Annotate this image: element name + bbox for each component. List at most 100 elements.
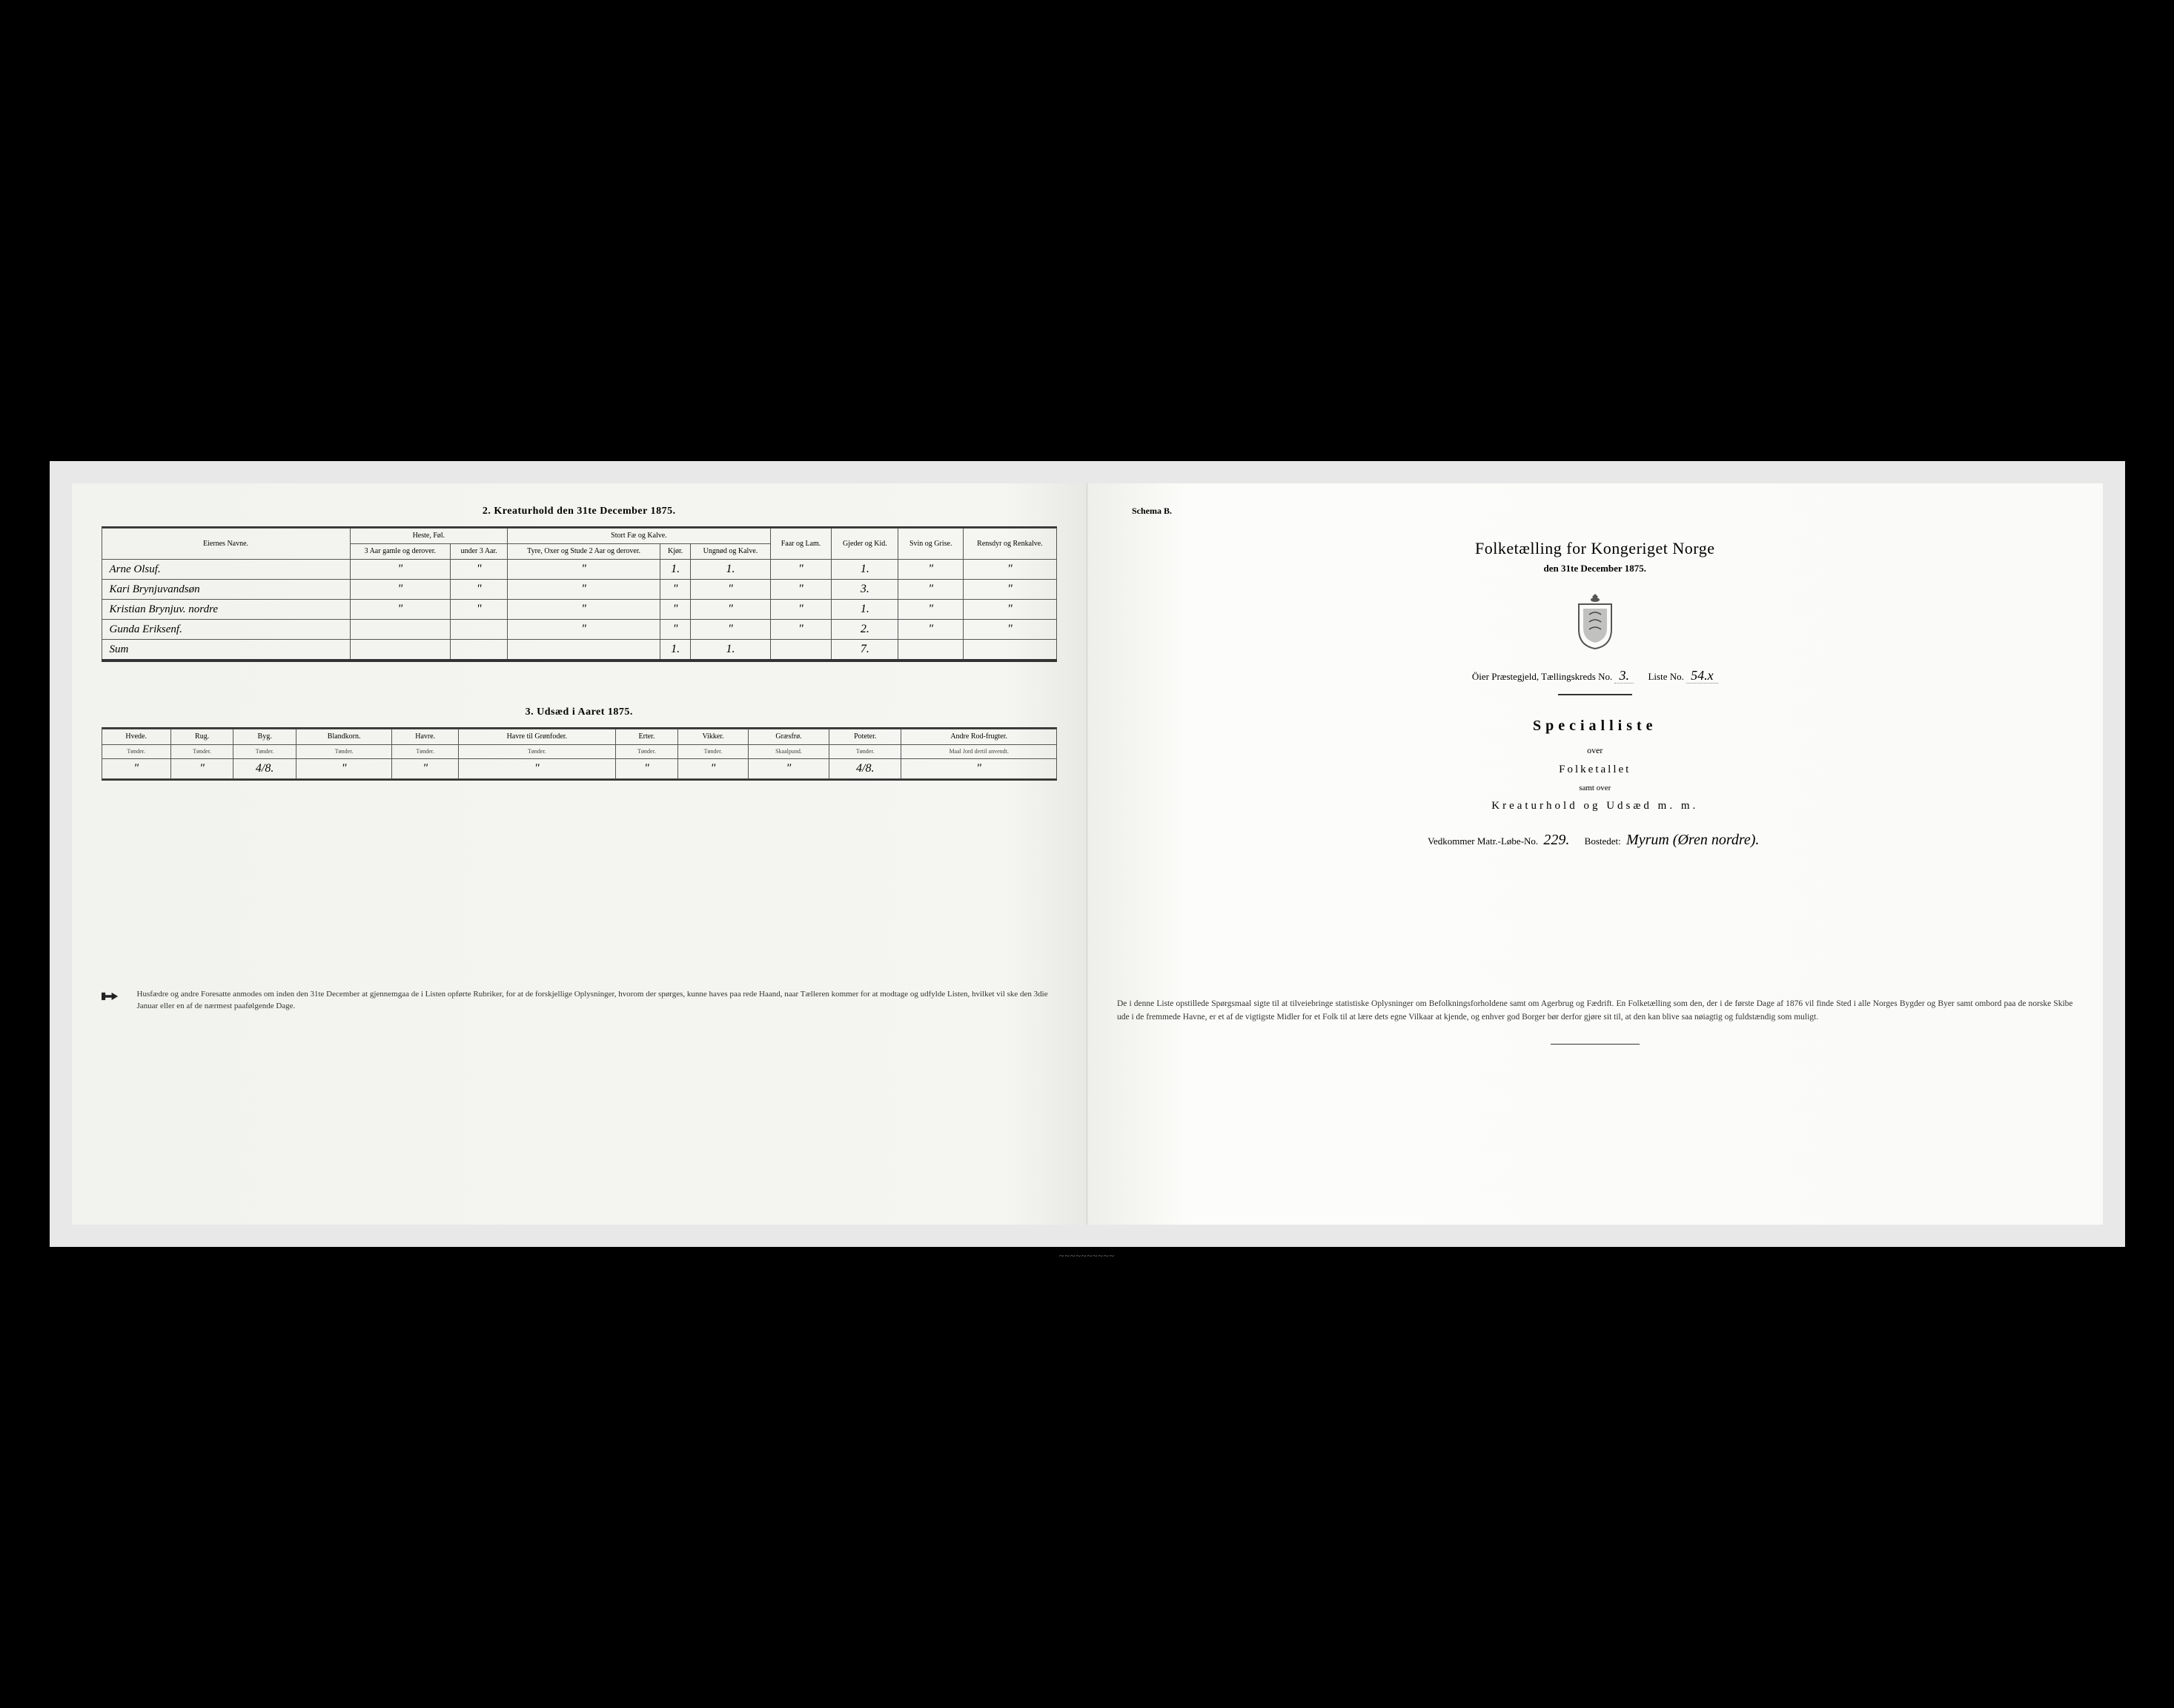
- census-title: Folketælling for Kongeriget Norge: [1117, 539, 2073, 558]
- cell: ": [458, 758, 615, 778]
- explanatory-paragraph: De i denne Liste opstillede Spørgsmaal s…: [1117, 997, 2073, 1025]
- pointing-hand-icon: [102, 990, 127, 1013]
- col-header: Byg.: [233, 729, 296, 745]
- cell: ": [770, 620, 832, 640]
- cell: ": [691, 580, 770, 600]
- table-row: Kari Brynjuvandsøn""""""3."": [102, 580, 1057, 600]
- cell: ": [963, 580, 1056, 600]
- col-subheader: Tønder.: [102, 745, 170, 759]
- col-svin: Svin og Grise.: [898, 529, 963, 560]
- kreatur-label: Kreaturhold og Udsæd m. m.: [1117, 800, 2073, 812]
- cell: 1.: [660, 640, 690, 661]
- cell: ": [508, 560, 660, 580]
- col-subheader: Tønder.: [829, 745, 901, 759]
- cell: ": [898, 620, 963, 640]
- col-header: Havre.: [392, 729, 459, 745]
- col-subheader: Skaalpund.: [748, 745, 829, 759]
- cell: ": [691, 600, 770, 620]
- cell: ": [691, 620, 770, 640]
- cell: ": [660, 580, 690, 600]
- table-row: Sum 1.1. 7.: [102, 640, 1057, 661]
- cell: 1.: [832, 600, 898, 620]
- cell: ": [451, 580, 508, 600]
- cell: 1.: [660, 560, 690, 580]
- col-subheader: Tønder.: [615, 745, 678, 759]
- matr-label: Vedkommer Matr.-Løbe-No.: [1428, 835, 1538, 847]
- col-subheader: Tønder.: [296, 745, 392, 759]
- divider: [1558, 694, 1632, 695]
- col-gjed: Gjeder og Kid.: [832, 529, 898, 560]
- col-header: Andre Rod-frugter.: [901, 729, 1057, 745]
- scan-frame: 2. Kreaturhold den 31te December 1875. E…: [50, 461, 2125, 1247]
- cell: ": [660, 600, 690, 620]
- col-header: Vikker.: [678, 729, 749, 745]
- cell: 7.: [832, 640, 898, 661]
- cell: ": [451, 560, 508, 580]
- cell: ": [296, 758, 392, 778]
- cell: ": [963, 600, 1056, 620]
- cell: ": [508, 580, 660, 600]
- cell: ": [898, 560, 963, 580]
- book-spread: 2. Kreaturhold den 31te December 1875. E…: [72, 483, 2103, 1225]
- cell: [898, 640, 963, 661]
- cell: ": [678, 758, 749, 778]
- liste-number: 54.x: [1686, 668, 1718, 683]
- cell: 1.: [691, 640, 770, 661]
- cell: ": [102, 758, 170, 778]
- cell: [963, 640, 1056, 661]
- group-heste: Heste, Føl.: [350, 529, 508, 544]
- cell: ": [660, 620, 690, 640]
- cell: [451, 620, 508, 640]
- col-s1: Tyre, Oxer og Stude 2 Aar og derover.: [508, 544, 660, 560]
- cell: ": [963, 620, 1056, 640]
- col-subheader: Tønder.: [170, 745, 233, 759]
- col-h1: 3 Aar gamle og derover.: [350, 544, 451, 560]
- cell: 3.: [832, 580, 898, 600]
- table3-wrap: Hvede.Rug.Byg.Blandkorn.Havre.Havre til …: [102, 727, 1058, 781]
- cell: ": [350, 560, 451, 580]
- cell: [350, 620, 451, 640]
- left-page: 2. Kreaturhold den 31te December 1875. E…: [72, 483, 1088, 1225]
- col-h2: under 3 Aar.: [451, 544, 508, 560]
- specialliste-heading: Specialliste: [1117, 718, 2073, 735]
- col-header: Græsfrø.: [748, 729, 829, 745]
- col-faar: Faar og Lam.: [770, 529, 832, 560]
- col-header: Erter.: [615, 729, 678, 745]
- cell: ": [392, 758, 459, 778]
- census-subtitle: den 31te December 1875.: [1117, 563, 2073, 575]
- cell: [508, 640, 660, 661]
- binding-mark: ~~~~~~~~~~: [1059, 1251, 1115, 1262]
- cell: ": [963, 560, 1056, 580]
- right-page: Schema B. Folketælling for Kongeriget No…: [1087, 483, 2103, 1225]
- seed-table: Hvede.Rug.Byg.Blandkorn.Havre.Havre til …: [102, 729, 1058, 779]
- footnote-block: Husfædre og andre Foresatte anmodes om i…: [102, 988, 1058, 1013]
- cell: Gunda Eriksenf.: [102, 620, 350, 640]
- cell: [770, 640, 832, 661]
- cell: ": [451, 600, 508, 620]
- col-subheader: Tønder.: [233, 745, 296, 759]
- cell: Sum: [102, 640, 350, 661]
- livestock-table: Eiernes Navne. Heste, Føl. Stort Fæ og K…: [102, 528, 1058, 661]
- col-ren: Rensdyr og Renkalve.: [963, 529, 1056, 560]
- footnote-text: Husfædre og andre Foresatte anmodes om i…: [137, 988, 1058, 1013]
- cell: 1.: [691, 560, 770, 580]
- folketallet-label: Folketallet: [1117, 764, 2073, 776]
- coat-of-arms-icon: [1571, 592, 1619, 650]
- col-header: Havre til Grønfoder.: [458, 729, 615, 745]
- bosted-value: Myrum (Øren nordre).: [1623, 832, 1762, 848]
- col-owner: Eiernes Navne.: [102, 529, 350, 560]
- cell: [350, 640, 451, 661]
- col-subheader: Tønder.: [678, 745, 749, 759]
- bosted-label: Bostedet:: [1585, 835, 1621, 847]
- liste-label: Liste No.: [1648, 671, 1683, 682]
- col-subheader: Tønder.: [458, 745, 615, 759]
- district-number: 3.: [1614, 668, 1634, 683]
- col-header: Blandkorn.: [296, 729, 392, 745]
- cell: ": [898, 580, 963, 600]
- cell: ": [170, 758, 233, 778]
- cell: ": [508, 620, 660, 640]
- end-divider: [1551, 1044, 1640, 1045]
- section3-title: 3. Udsæd i Aaret 1875.: [102, 706, 1058, 718]
- cell: Kristian Brynjuv. nordre: [102, 600, 350, 620]
- col-s3: Ungnød og Kalve.: [691, 544, 770, 560]
